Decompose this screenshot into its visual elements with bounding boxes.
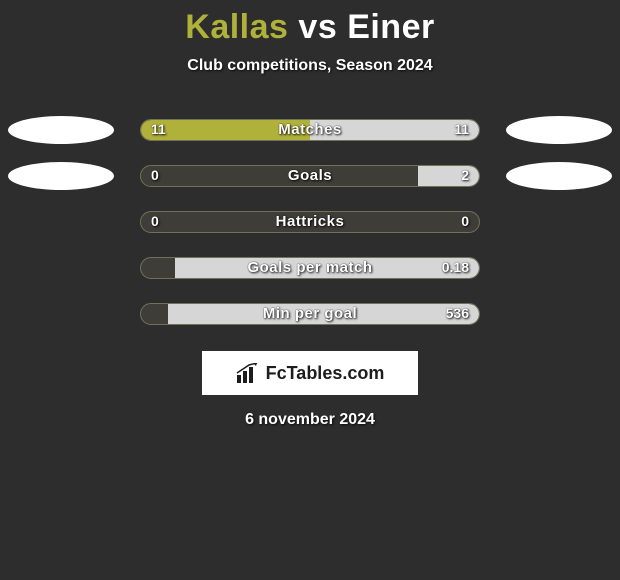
stat-row: Goals0 2 — [0, 153, 620, 199]
stat-row: Min per goal536 — [0, 291, 620, 337]
player-icon-left — [8, 162, 114, 190]
stat-label: Hattricks — [141, 213, 479, 230]
stat-label: Min per goal — [141, 305, 479, 322]
stat-bar-track: Goals per match0.18 — [140, 257, 480, 279]
stat-label: Goals per match — [141, 259, 479, 276]
subtitle: Club competitions, Season 2024 — [0, 57, 620, 75]
player-icon-right — [506, 162, 612, 190]
stat-bar-track: Min per goal536 — [140, 303, 480, 325]
stat-label: Matches — [141, 121, 479, 138]
stat-value-right: 2 — [461, 167, 469, 183]
brand-box: FcTables.com — [202, 351, 418, 395]
stat-row: Goals per match0.18 — [0, 245, 620, 291]
stat-row: Matches11 11 — [0, 107, 620, 153]
vs-text: vs — [298, 8, 337, 46]
player1-name: Kallas — [185, 8, 288, 46]
player2-name: Einer — [347, 8, 435, 46]
stat-value-right: 536 — [446, 305, 469, 321]
stat-value-left: 11 — [151, 121, 166, 137]
date-text: 6 november 2024 — [0, 411, 620, 429]
stat-bar-track: Goals0 2 — [140, 165, 480, 187]
stat-label: Goals — [141, 167, 479, 184]
stat-value-right: 11 — [454, 121, 469, 137]
stat-value-left: 0 — [151, 213, 159, 229]
stat-value-left: 0 — [151, 167, 159, 183]
chart-icon — [236, 363, 260, 383]
player-icon-left — [8, 116, 114, 144]
stat-row: Hattricks0 0 — [0, 199, 620, 245]
brand-text: FcTables.com — [266, 363, 385, 384]
stats-area: Matches1111Goals02Hattricks00Goals per m… — [0, 107, 620, 337]
stat-bar-track: Hattricks0 0 — [140, 211, 480, 233]
player-icon-right — [506, 116, 612, 144]
stat-bar-track: Matches11 11 — [140, 119, 480, 141]
page-title: Kallas vs Einer — [0, 0, 620, 47]
stat-value-right: 0.18 — [442, 259, 469, 275]
stat-value-right: 0 — [461, 213, 469, 229]
